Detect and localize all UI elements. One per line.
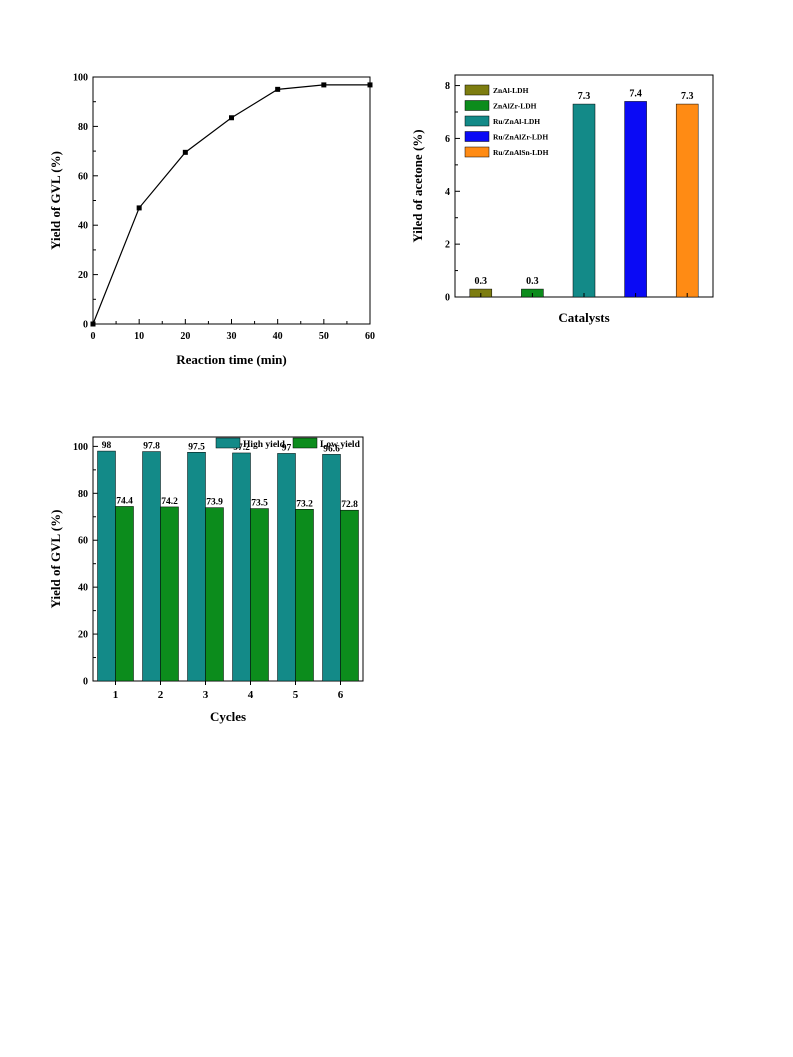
y-tick-label: 100 — [73, 442, 88, 453]
bar — [232, 452, 251, 682]
y-tick-label: 40 — [78, 221, 88, 232]
bar-value-label: 96.6 — [323, 444, 340, 454]
x-tick-label: 10 — [134, 331, 144, 342]
y-tick-label: 6 — [445, 134, 450, 145]
x-tick-label: 6 — [338, 689, 344, 701]
bar — [97, 450, 116, 682]
bar-value-label: 98 — [102, 441, 112, 451]
y-tick-label: 80 — [78, 489, 88, 500]
legend-swatch — [464, 84, 490, 96]
legend-label: ZnAlZr-LDH — [493, 102, 537, 111]
acetone-yield-chart: 0 2 4 6 8 Yiled of acetone (%) 0.3 0.3 7.3 7.4 7.3… — [410, 74, 714, 325]
bar — [675, 103, 699, 298]
gvl-cycles-chart: 0 20 40 60 80 100 Yield of GVL (%) 98 74.4 1 97.8 7… — [48, 436, 364, 724]
bar-value-label: 0.3 — [475, 276, 488, 287]
bar — [205, 507, 224, 682]
y-axis-title: Yield of GVL (%) — [48, 151, 63, 250]
y-tick-label: 60 — [78, 536, 88, 547]
legend-swatch — [464, 131, 490, 142]
x-axis-title: Cycles — [210, 709, 246, 724]
bar-value-label: 74.2 — [161, 497, 178, 507]
legend-label: Ru/ZnAlZr-LDH — [493, 133, 548, 142]
bar — [572, 103, 596, 298]
bar — [340, 509, 359, 682]
bar — [250, 508, 269, 682]
legend-label: Low yield — [320, 440, 361, 450]
data-point — [229, 115, 234, 121]
x-tick-label: 0 — [91, 331, 96, 342]
y-tick-label: 4 — [445, 187, 450, 198]
data-point — [136, 205, 142, 211]
x-axis-title: Reaction time (min) — [176, 352, 286, 367]
data-point — [367, 82, 373, 88]
y-tick-label: 80 — [78, 122, 88, 133]
y-axis-title: Yiled of acetone (%) — [410, 129, 425, 242]
bar — [160, 506, 179, 682]
y-tick-label: 0 — [83, 677, 88, 688]
y-tick-label: 8 — [445, 81, 450, 92]
bar — [277, 453, 296, 682]
bar-value-label: 74.4 — [116, 496, 133, 506]
legend-swatch — [215, 437, 241, 449]
plot-frame — [92, 436, 364, 682]
bar — [322, 454, 341, 682]
data-point — [275, 86, 281, 92]
y-tick-label: 0 — [445, 293, 450, 304]
bar-value-label: 73.5 — [251, 499, 268, 509]
bar-value-label: 0.3 — [526, 276, 539, 287]
legend-label: Ru/ZnAlSn-LDH — [493, 148, 549, 157]
bar — [624, 101, 647, 298]
gvl-time-chart: 0 20 40 60 80 100 Yield of GVL (%) 0 10 20 30 40 50 6… — [48, 73, 375, 368]
legend: ZnAl-LDH ZnAlZr-LDH Ru/ZnAl-LDH Ru/ZnAlZr-L… — [464, 84, 549, 158]
x-tick-label: 1 — [113, 689, 119, 701]
bar — [295, 509, 314, 682]
legend-swatch — [464, 115, 490, 127]
y-tick-label: 20 — [78, 270, 88, 281]
data-point — [321, 82, 327, 88]
x-axis-title: Catalysts — [558, 310, 609, 325]
bar-value-label: 97 — [282, 443, 292, 453]
y-axis-title: Yield of GVL (%) — [48, 510, 63, 609]
x-tick-label: 60 — [365, 331, 375, 342]
bar-value-label: 7.3 — [681, 91, 694, 102]
data-point — [182, 149, 188, 155]
y-tick-label: 60 — [78, 171, 88, 182]
legend-label: Ru/ZnAl-LDH — [493, 117, 540, 126]
legend-swatch — [464, 146, 490, 158]
y-tick-label: 0 — [83, 320, 88, 331]
bar — [142, 451, 161, 682]
x-tick-label: 30 — [227, 331, 237, 342]
bar-value-label: 7.3 — [578, 91, 591, 102]
bar-value-label: 73.9 — [206, 498, 223, 508]
data-point — [90, 321, 96, 327]
legend: High yield Low yield — [215, 437, 361, 450]
bar-value-label: 97.5 — [188, 442, 205, 452]
bar-value-label: 97.2 — [233, 443, 250, 453]
x-tick-label: 40 — [273, 331, 283, 342]
y-tick-label: 40 — [78, 583, 88, 594]
bar-value-label: 7.4 — [629, 88, 642, 99]
y-tick-label: 100 — [73, 73, 88, 84]
x-tick-label: 20 — [180, 331, 190, 342]
x-tick-label: 2 — [158, 689, 164, 701]
series-line — [92, 84, 370, 325]
legend-label: High yield — [243, 440, 286, 450]
x-tick-label: 4 — [248, 689, 254, 701]
y-tick-label: 20 — [78, 630, 88, 641]
x-tick-label: 3 — [203, 689, 209, 701]
bar-value-label: 97.8 — [143, 442, 160, 452]
x-tick-label: 50 — [319, 331, 329, 342]
plot-frame — [92, 76, 371, 325]
legend-label: ZnAl-LDH — [493, 86, 529, 95]
legend-swatch — [292, 437, 318, 449]
y-tick-label: 2 — [445, 240, 450, 251]
bar-value-label: 72.8 — [341, 500, 358, 510]
x-tick-label: 5 — [293, 689, 299, 701]
bar-value-label: 73.2 — [296, 499, 313, 509]
bar — [187, 452, 206, 682]
legend-swatch — [464, 100, 490, 111]
bar — [115, 506, 134, 682]
